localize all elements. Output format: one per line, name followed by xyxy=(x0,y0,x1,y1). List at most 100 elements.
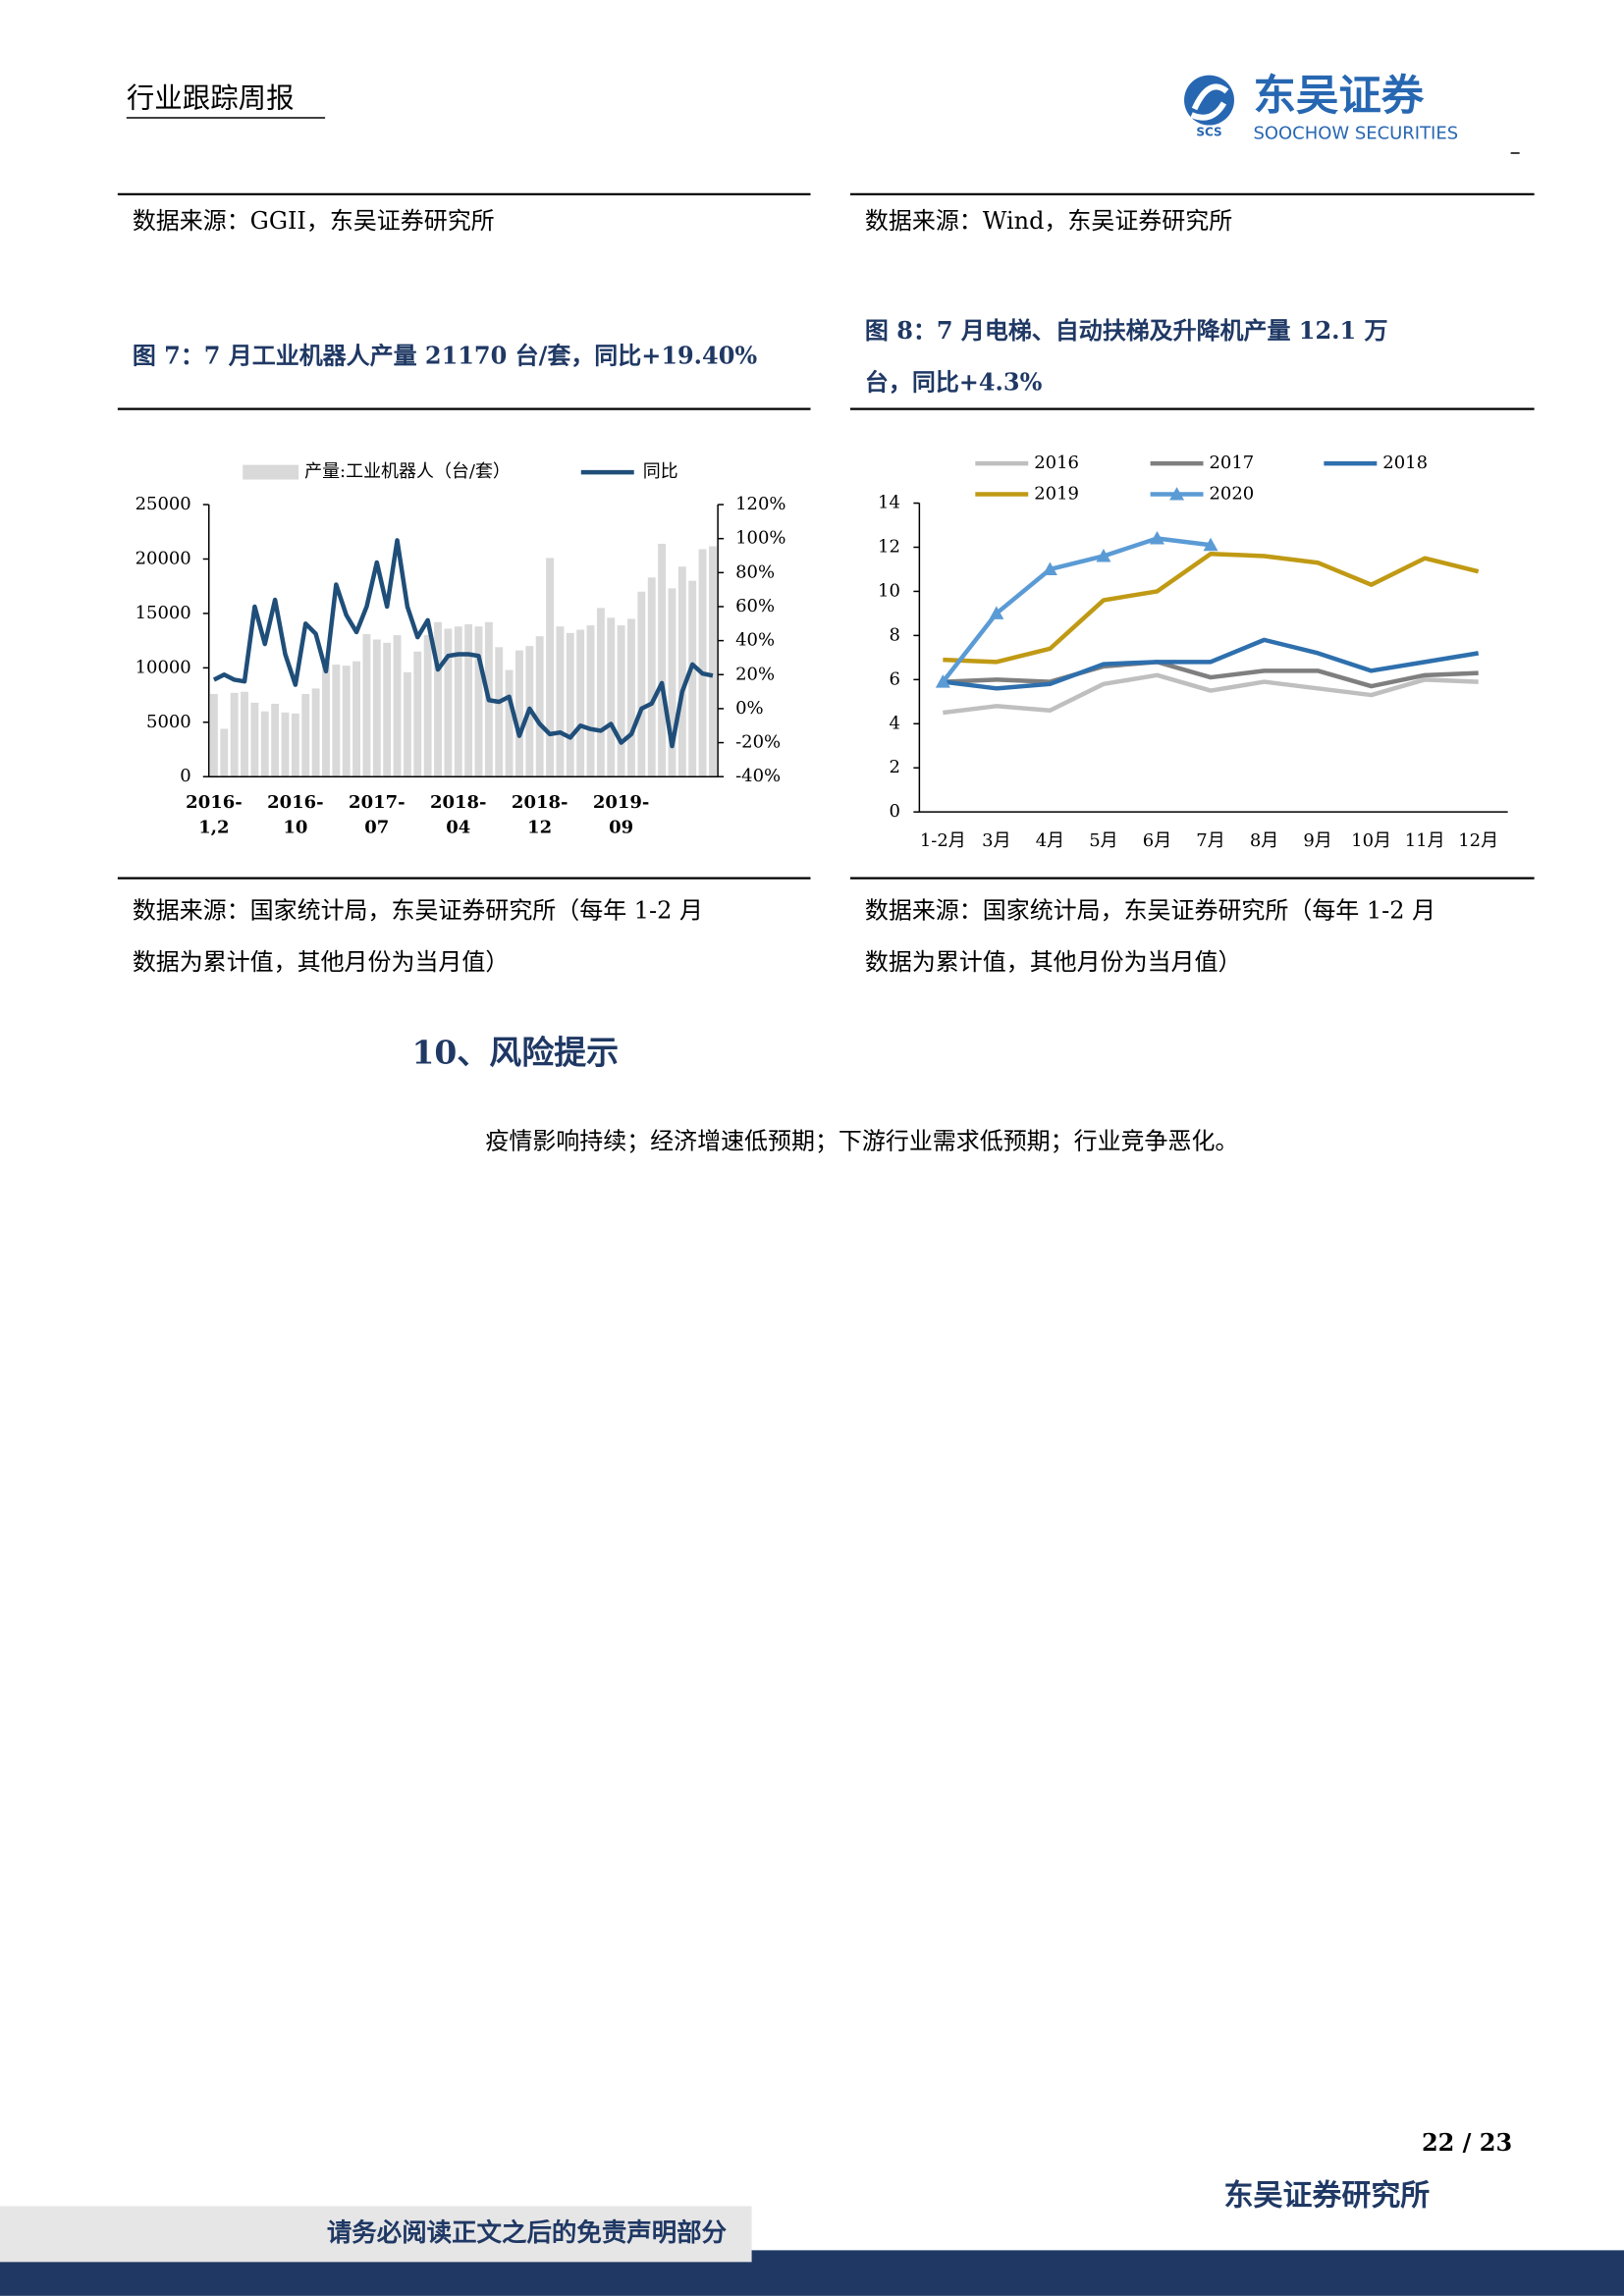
y-tick-label: 20000 xyxy=(135,548,191,568)
source: 数据为累计值，其他月份为当月值） xyxy=(865,948,1242,976)
disclaimer: 请务必阅读正文之后的免责声明部分 xyxy=(327,2218,728,2248)
y-tick-label: 0 xyxy=(180,766,190,786)
bar xyxy=(505,669,514,777)
figure-title: 图 8：7 月电梯、自动扶梯及升降机产量 12.1 万 xyxy=(865,316,1388,345)
y2-tick-label: 40% xyxy=(735,630,775,651)
legend-swatch xyxy=(243,464,299,480)
bar xyxy=(677,566,686,777)
y2-tick-label: 100% xyxy=(735,528,785,549)
section-heading: 10、风险提示 xyxy=(411,1033,619,1071)
source: 数据来源：国家统计局，东吴证券研究所（每年 1-2 月 xyxy=(865,897,1435,925)
source: 数据来源：GGII，东吴证券研究所 xyxy=(133,207,495,235)
bar xyxy=(556,626,565,777)
bar xyxy=(383,642,392,777)
x-tick-label: 3月 xyxy=(982,830,1010,851)
bar xyxy=(403,671,411,777)
y-tick-label: 4 xyxy=(889,713,899,733)
y-tick-label: 14 xyxy=(878,493,900,513)
figure-title: 台，同比+4.3% xyxy=(865,368,1043,397)
y-tick-label: 10000 xyxy=(135,657,191,677)
bar xyxy=(586,625,595,777)
x-tick-label: 7月 xyxy=(1196,830,1224,851)
legend-label: 2020 xyxy=(1210,484,1255,505)
y-tick-label: 6 xyxy=(889,668,899,689)
legend-label: 2018 xyxy=(1382,453,1428,473)
bar xyxy=(627,618,635,777)
bar xyxy=(434,621,442,777)
footer-institute: 东吴证券研究所 xyxy=(1224,2178,1431,2213)
legend-label: 2017 xyxy=(1210,453,1255,473)
line xyxy=(943,551,1480,665)
y-tick-label: 5000 xyxy=(146,712,191,732)
bar xyxy=(423,635,432,777)
y2-tick-label: -20% xyxy=(735,732,781,753)
source: 数据来源：国家统计局，东吴证券研究所（每年 1-2 月 xyxy=(133,897,703,925)
x-tick-label: 2018-12 xyxy=(512,792,568,837)
bar xyxy=(495,647,504,777)
x-tick-label: 5月 xyxy=(1089,830,1117,851)
bar xyxy=(352,661,361,777)
bar xyxy=(362,633,371,777)
bar xyxy=(658,543,667,777)
source: 数据为累计值，其他月份为当月值） xyxy=(133,948,510,976)
logo-cn: 东吴证券 xyxy=(1253,72,1424,121)
legend-marker xyxy=(1169,487,1185,501)
bar xyxy=(607,617,616,777)
bar xyxy=(688,580,697,777)
y2-tick-label: 20% xyxy=(735,664,775,684)
line xyxy=(943,637,1480,691)
y-tick-label: 15000 xyxy=(135,603,191,623)
bar xyxy=(372,639,381,777)
bar xyxy=(393,635,402,777)
x-tick-label: 2016-1,2 xyxy=(186,792,242,837)
y2-tick-label: 80% xyxy=(735,561,775,582)
bar xyxy=(342,666,351,777)
bar xyxy=(332,665,341,777)
bar xyxy=(617,625,625,777)
bar xyxy=(281,712,290,777)
line xyxy=(943,660,1479,689)
bar xyxy=(464,623,473,777)
bar xyxy=(596,608,605,777)
y-tick-label: 2 xyxy=(889,757,899,777)
bar xyxy=(220,728,229,777)
legend-label: 同比 xyxy=(643,461,678,482)
x-tick-label: 2019-09 xyxy=(593,792,649,837)
x-tick-label: 6月 xyxy=(1143,830,1171,851)
marker xyxy=(1096,548,1111,562)
x-tick-label: 12月 xyxy=(1458,830,1498,851)
bar xyxy=(291,713,299,777)
y2-tick-label: 60% xyxy=(735,596,775,616)
x-tick-label: 8月 xyxy=(1250,830,1278,851)
logo: SCS 东吴证券 SOOCHOW SECURITIES xyxy=(1184,72,1458,143)
bar xyxy=(241,691,248,777)
bar xyxy=(708,546,717,777)
bar xyxy=(260,711,269,777)
bar xyxy=(209,693,218,777)
bar xyxy=(576,629,585,777)
legend-label: 2016 xyxy=(1034,453,1079,473)
x-tick-label: 10月 xyxy=(1351,830,1391,851)
bar xyxy=(413,651,422,777)
x-tick-label: 11月 xyxy=(1405,830,1445,851)
bar xyxy=(444,628,453,777)
bar xyxy=(250,702,259,777)
bar xyxy=(271,703,280,777)
bar xyxy=(546,558,554,777)
y-tick-label: 0 xyxy=(889,801,899,822)
bar xyxy=(515,650,523,777)
line xyxy=(941,536,1212,683)
header-title: 行业跟踪周报 xyxy=(127,82,295,115)
bar xyxy=(668,588,677,777)
marker xyxy=(1203,537,1218,552)
x-tick-label: 2017-07 xyxy=(349,792,405,837)
legend-label: 2019 xyxy=(1034,484,1079,505)
bar xyxy=(454,626,462,777)
bar xyxy=(322,662,330,777)
bar xyxy=(566,632,574,777)
bar xyxy=(474,626,483,777)
y-tick-label: 25000 xyxy=(135,494,191,514)
marker xyxy=(989,606,1004,619)
legend-label: 产量:工业机器人（台/套） xyxy=(304,461,511,482)
x-tick-label: 1-2月 xyxy=(920,830,966,851)
